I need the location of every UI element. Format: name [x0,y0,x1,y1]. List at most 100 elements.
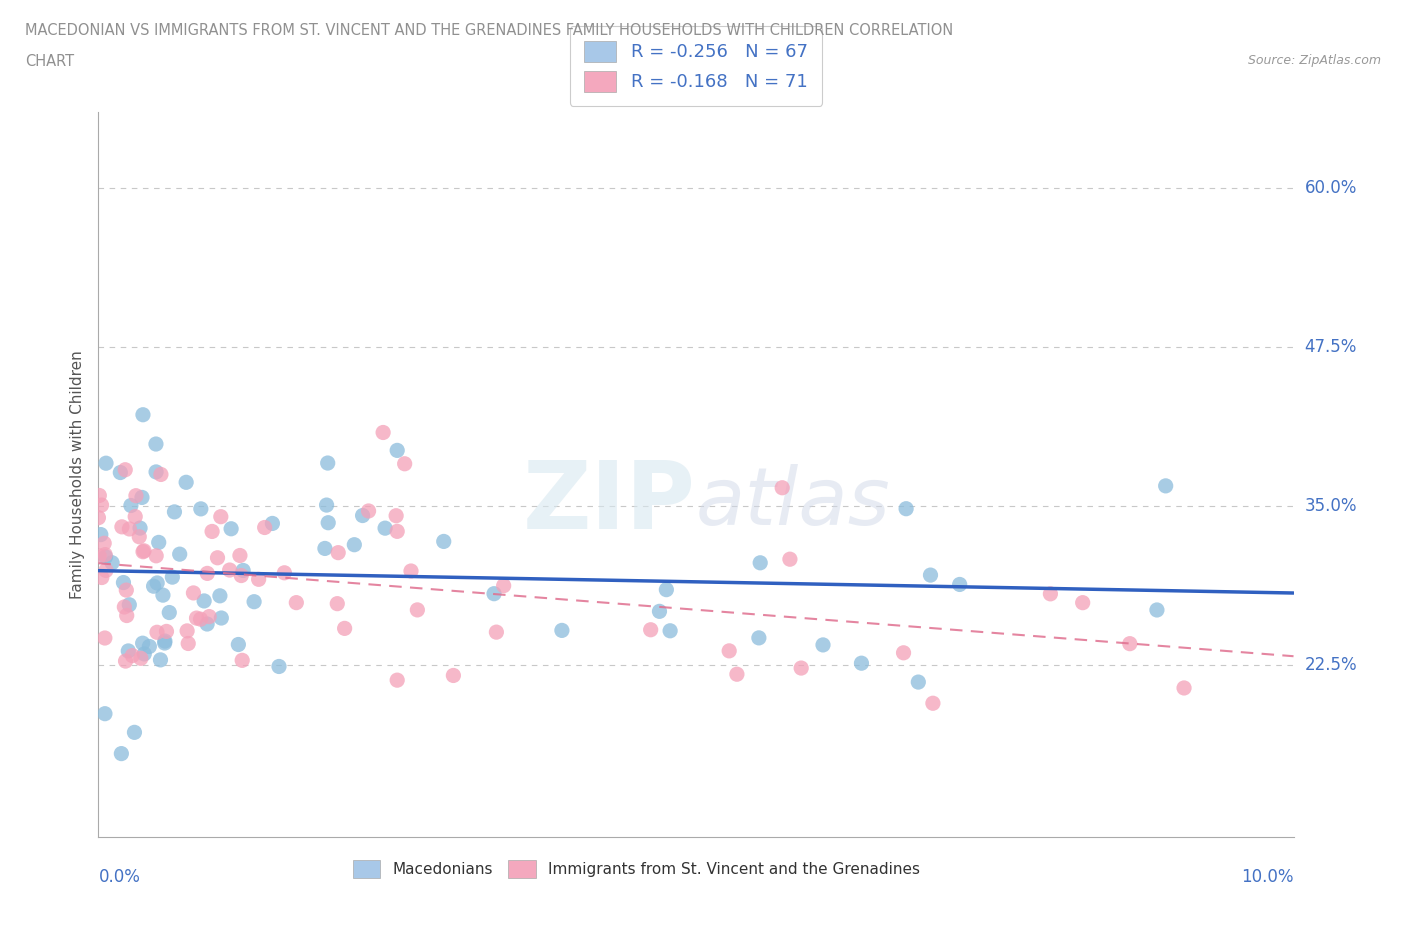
Point [231,653,253,668]
Point [267,659,290,674]
Point [131,490,153,505]
Text: MACEDONIAN VS IMMIGRANTS FROM ST. VINCENT AND THE GRENADINES FAMILY HOUSEHOLDS W: MACEDONIAN VS IMMIGRANTS FROM ST. VINCEN… [25,23,953,38]
Point [101,555,124,570]
Point [162,570,184,585]
Point [385,672,409,687]
Legend: Macedonians, Immigrants from St. Vincent and the Grenadines: Macedonians, Immigrants from St. Vincent… [346,854,927,883]
Y-axis label: Family Households with Children: Family Households with Children [69,350,84,599]
Point [851,656,873,671]
Point [94,550,117,565]
Point [385,509,408,524]
Point [89,488,111,503]
Text: 10.0%: 10.0% [1241,868,1294,885]
Point [385,443,409,458]
Point [328,545,350,560]
Point [374,521,396,536]
Point [153,635,176,650]
Point [145,549,167,564]
Point [229,548,252,563]
Text: atlas: atlas [696,464,891,542]
Point [316,456,339,471]
Point [145,436,167,451]
Point [343,538,366,552]
Point [231,568,253,583]
Point [89,549,111,564]
Point [273,565,295,580]
Point [1071,595,1094,610]
Point [441,668,464,683]
Point [146,625,169,640]
Point [399,564,422,578]
Point [90,498,112,512]
Point [207,551,229,565]
Point [209,611,232,626]
Point [949,577,972,591]
Text: ZIP: ZIP [523,458,696,550]
Point [659,623,682,638]
Point [149,467,172,482]
Point [94,456,117,471]
Point [94,631,117,645]
Point [94,563,117,578]
Point [186,611,208,626]
Point [482,586,505,601]
Point [243,594,266,609]
Point [132,544,155,559]
Text: 60.0%: 60.0% [1305,179,1357,197]
Point [118,522,141,537]
Point [183,586,205,601]
Point [314,541,336,556]
Point [148,535,170,550]
Point [748,631,770,645]
Point [228,637,250,652]
Point [115,608,138,623]
Point [142,578,165,593]
Point [406,603,429,618]
Point [790,660,813,675]
Point [770,480,793,495]
Point [262,516,284,531]
Point [190,501,212,516]
Point [893,645,915,660]
Text: 35.0%: 35.0% [1305,498,1357,515]
Point [129,521,152,536]
Point [131,636,153,651]
Point [190,612,212,627]
Point [492,578,515,593]
Point [718,644,741,658]
Point [117,644,139,658]
Point [922,696,945,711]
Point [326,596,349,611]
Point [208,589,231,604]
Point [110,746,132,761]
Point [749,555,772,570]
Point [94,706,117,721]
Point [129,651,152,666]
Point [725,667,748,682]
Point [209,510,232,525]
Point [149,653,172,668]
Point [90,570,112,585]
Point [811,637,834,652]
Point [114,654,136,669]
Point [146,576,169,591]
Point [315,498,337,512]
Point [357,503,380,518]
Text: 47.5%: 47.5% [1305,338,1357,356]
Point [193,593,215,608]
Point [907,674,929,689]
Point [153,633,176,648]
Point [145,464,167,479]
Point [201,524,224,538]
Point [138,639,160,654]
Point [920,567,942,582]
Point [195,566,218,581]
Point [128,529,150,544]
Point [177,636,200,651]
Point [371,425,394,440]
Point [90,527,112,542]
Point [132,407,155,422]
Point [120,498,142,513]
Point [132,543,155,558]
Point [1154,478,1177,493]
